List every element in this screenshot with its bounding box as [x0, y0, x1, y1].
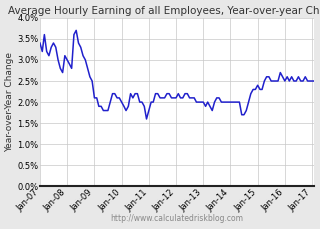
Title: Average Hourly Earning of all Employees, Year-over-year Change: Average Hourly Earning of all Employees,…: [8, 5, 320, 16]
X-axis label: http://www.calculatedriskblog.com: http://www.calculatedriskblog.com: [111, 214, 244, 224]
Y-axis label: Year-over-Year Change: Year-over-Year Change: [5, 52, 14, 152]
